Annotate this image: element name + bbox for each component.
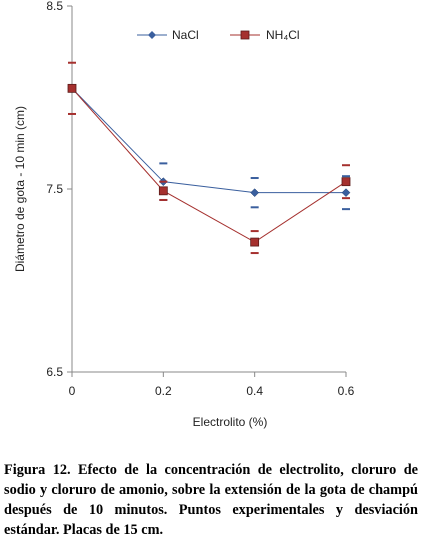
data-point <box>341 188 351 198</box>
series-layer <box>67 61 351 255</box>
y-axis-title: Diámetro de gota - 10 min (cm) <box>13 106 27 272</box>
x-tick-label: 0.4 <box>246 384 263 398</box>
data-point <box>250 237 260 247</box>
chart: 6.5 7.5 8.5 0 0.2 0.4 0.6 NaCl NH₄Cl Electrolit… <box>13 0 355 429</box>
x-axis-title: Electrolito (%) <box>193 415 268 429</box>
legend-label: NH₄Cl <box>266 28 300 42</box>
x-tick-label: 0 <box>69 384 76 398</box>
series-line <box>71 88 346 194</box>
chart-svg: 6.5 7.5 8.5 0 0.2 0.4 0.6 NaCl NH₄Cl Electrolit… <box>13 0 355 429</box>
x-tick-label: 0.2 <box>155 384 172 398</box>
data-point <box>250 188 260 198</box>
data-point <box>158 186 168 196</box>
y-tick-label: 7.5 <box>46 182 63 196</box>
x-tick-label: 0.6 <box>338 384 355 398</box>
figure-caption: Figura 12. Efecto de la concentración de… <box>4 462 418 538</box>
axes: 6.5 7.5 8.5 0 0.2 0.4 0.6 <box>46 0 354 398</box>
legend-item: NH₄Cl <box>230 28 300 42</box>
series-nh4cl <box>67 61 351 255</box>
legend-marker <box>148 31 156 39</box>
legend-item: NaCl <box>137 28 199 42</box>
series-nacl <box>67 83 351 211</box>
legend-label: NaCl <box>172 28 199 42</box>
data-point <box>67 83 77 93</box>
series-line <box>71 88 347 243</box>
data-point <box>341 177 351 187</box>
y-tick-label: 8.5 <box>46 0 63 13</box>
legend: NaCl NH₄Cl <box>137 28 300 42</box>
y-tick-label: 6.5 <box>46 365 63 379</box>
legend-marker <box>240 30 250 40</box>
